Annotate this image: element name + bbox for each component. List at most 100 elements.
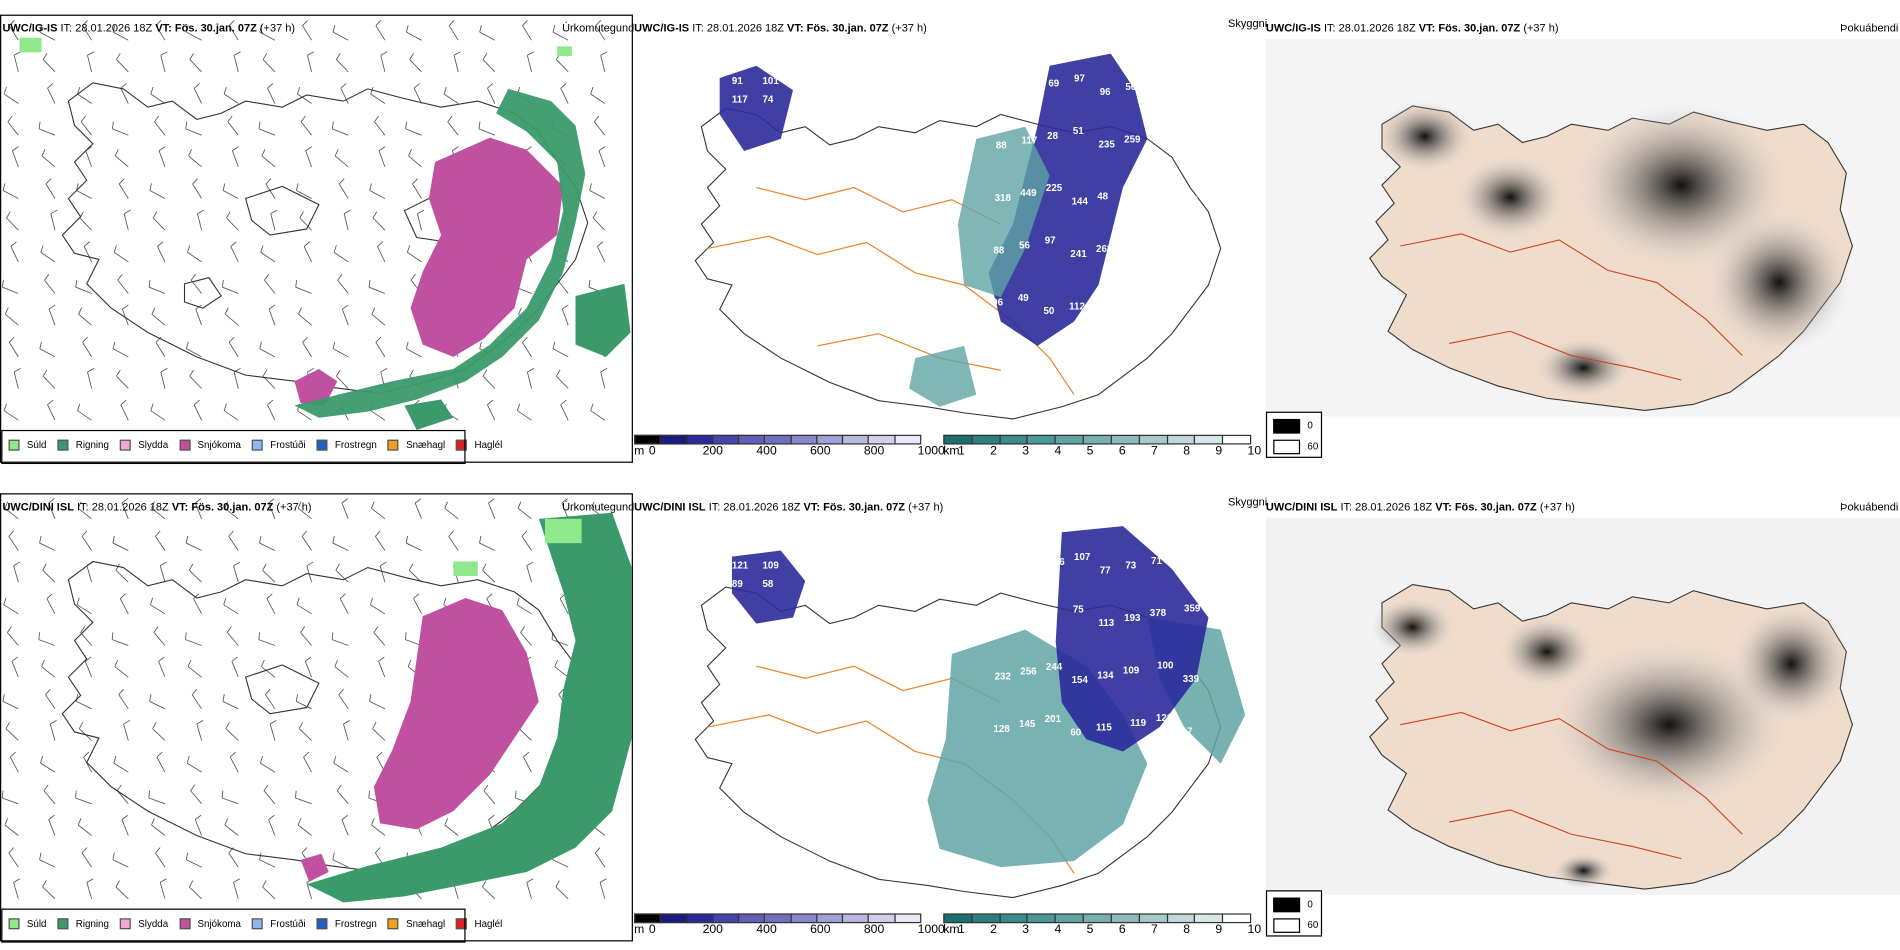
- wind-barb-flag: [412, 178, 418, 185]
- visibility-colorbar: km 1 2 3 4 5 6 7 8 9 10: [943, 434, 1267, 458]
- wind-barb-flag: [232, 146, 239, 152]
- wind-barb: [300, 632, 312, 646]
- wind-barb: [113, 251, 129, 263]
- wind-barb-flag: [479, 535, 482, 544]
- wind-barb: [267, 87, 276, 104]
- wind-barb: [232, 150, 239, 167]
- wind-barb-flag: [593, 115, 600, 123]
- wind-barb: [268, 502, 276, 519]
- wind-barb: [371, 508, 386, 520]
- visibility-colorbar: km 1 2 3 4 5 6 7 8 9 10: [943, 913, 1267, 937]
- wind-barb-flag: [13, 368, 21, 373]
- wind-barb: [197, 213, 203, 231]
- wind-barb: [526, 882, 532, 899]
- wind-barb: [185, 639, 202, 646]
- legend-label: Snæhagl: [406, 439, 446, 451]
- wind-barb: [561, 502, 569, 519]
- wind-barb: [188, 570, 202, 583]
- wind-barb: [76, 701, 92, 710]
- wind-barb: [369, 701, 386, 710]
- wind-barb: [594, 852, 606, 868]
- wind-barb-flag: [8, 336, 15, 343]
- wind-barb: [268, 308, 276, 326]
- wind-barb-flag: [339, 593, 346, 600]
- wind-barb-flag: [527, 51, 535, 56]
- wind-barb-flag: [560, 83, 567, 89]
- wind-barb: [192, 183, 202, 199]
- wind-barb: [186, 348, 202, 358]
- panel-header: UWC/DINI ISL IT: 28.01.2026 18Z VT: Fös.…: [634, 501, 943, 513]
- fog-panel-top: UWC/IG-IS IT: 28.01.2026 18Z VT: Fös. 30…: [1265, 15, 1900, 463]
- wind-barb-flag: [409, 53, 414, 60]
- wind-barb-flag: [371, 307, 376, 315]
- wind-barb: [557, 279, 569, 294]
- ceiling-value-label: 121: [1156, 713, 1173, 724]
- wind-barb: [187, 666, 202, 678]
- wind-barb: [42, 886, 56, 900]
- wind-barb-flag: [264, 274, 270, 281]
- wind-barb-flag: [371, 501, 375, 509]
- wind-barb: [305, 150, 312, 167]
- wind-barb: [193, 404, 202, 421]
- wind-barb-flag: [9, 751, 16, 758]
- wind-barb: [121, 819, 129, 836]
- wind-barb: [11, 661, 19, 678]
- colorbar-tick: 5: [1086, 923, 1094, 937]
- wind-barb: [226, 217, 239, 231]
- wind-barb: [190, 279, 202, 294]
- colorbar-unit: m: [634, 444, 645, 458]
- colorbar-segment: [868, 913, 896, 924]
- wind-barb-flag: [266, 593, 273, 600]
- wind-barb: [332, 542, 349, 551]
- wind-barb-flag: [45, 178, 52, 185]
- wind-barb-flag: [303, 751, 310, 758]
- wind-barb-flag: [260, 245, 264, 253]
- wind-barb: [334, 155, 349, 168]
- colorbar-segment: [634, 434, 662, 445]
- wind-barb: [479, 542, 496, 551]
- rain-area: [294, 88, 631, 430]
- wind-barb-flag: [39, 24, 42, 33]
- wind-barb-flag: [151, 501, 155, 509]
- vt-label: VT:: [787, 21, 804, 35]
- wind-barb-flag: [378, 656, 385, 662]
- wind-barb-flag: [488, 814, 495, 820]
- wind-barb-flag: [50, 720, 57, 725]
- colorbar-segment: [816, 913, 844, 924]
- wind-barb: [333, 251, 349, 263]
- legend-item: Súld: [8, 439, 47, 451]
- wind-barb-flag: [10, 241, 17, 247]
- wind-barb-flag: [112, 341, 116, 349]
- wind-barb-flag: [375, 847, 381, 854]
- wind-barb-flag: [268, 304, 276, 310]
- ceiling-value-label: 88: [993, 245, 1004, 256]
- colorbar-segment: [1110, 434, 1140, 445]
- wind-barb: [45, 183, 56, 199]
- legend-swatch: [387, 918, 399, 930]
- wind-barb-flag: [188, 149, 192, 157]
- wind-barb-flag: [189, 369, 194, 377]
- wind-barb: [112, 639, 129, 646]
- wind-barb-flag: [153, 626, 159, 633]
- wind-barb-flag: [75, 279, 78, 288]
- ceiling-value-label: 15: [1023, 83, 1034, 94]
- ceiling-labels: 91 101 117 74 70 15 69 97 96 50 35 126 88 117 28 51 235 2…: [732, 70, 1200, 317]
- wind-barb-flag: [83, 241, 90, 247]
- wind-barb: [522, 25, 532, 41]
- wind-barb: [447, 121, 459, 136]
- wind-barb: [375, 25, 386, 41]
- legend-swatch: [456, 439, 468, 451]
- wind-barb: [554, 666, 569, 678]
- wind-barb-flag: [552, 24, 556, 33]
- wind-barb-flag: [269, 720, 277, 725]
- wind-barb-flag: [3, 86, 7, 95]
- wind-barb: [223, 604, 239, 615]
- wind-barb-flag: [380, 51, 388, 56]
- colorbar-segment: [842, 434, 870, 445]
- wind-barb: [478, 128, 496, 136]
- wind-barb: [191, 694, 202, 710]
- wind-barb: [343, 213, 349, 231]
- wind-barb: [261, 155, 276, 168]
- wind-barb-flag: [483, 784, 489, 792]
- wind-barb: [375, 342, 386, 358]
